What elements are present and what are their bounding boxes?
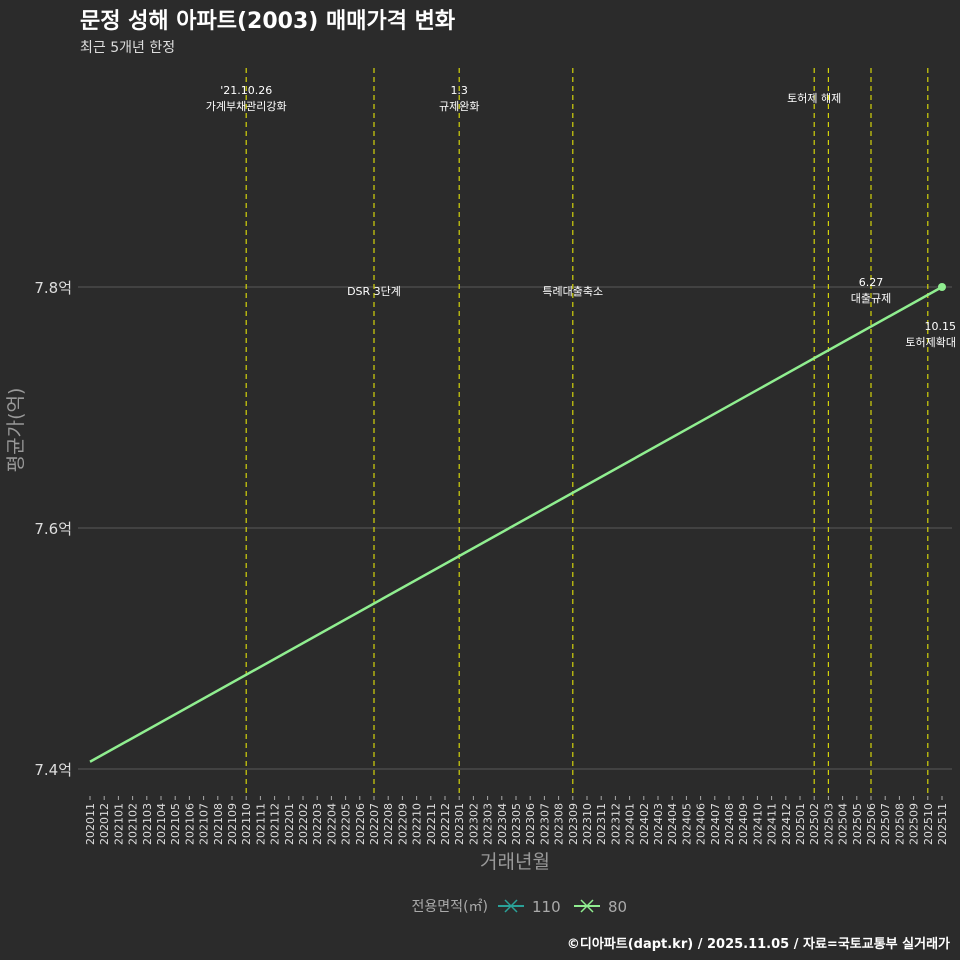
x-tick-label: 202510 (922, 803, 935, 845)
event-label: 1.3 (450, 84, 468, 97)
x-tick-label: 202210 (411, 803, 424, 845)
event-label: 10.15 (925, 320, 957, 333)
event-label: 토허제 해제 (787, 91, 841, 105)
x-tick-label: 202212 (439, 803, 452, 845)
x-tick-label: 202503 (822, 803, 835, 845)
x-tick-label: 202310 (581, 803, 594, 845)
x-tick-label: 202306 (524, 803, 537, 845)
x-tick-label: 202507 (879, 803, 892, 845)
x-tick-label: 202311 (595, 803, 608, 845)
x-tick-label: 202112 (269, 803, 282, 845)
event-label: 가계부채관리강화 (206, 100, 287, 113)
x-tick-label: 202209 (396, 803, 409, 845)
chart-subtitle: 최근 5개년 한정 (80, 40, 175, 56)
x-tick-label: 202309 (567, 803, 580, 845)
x-tick-label: 202106 (183, 803, 196, 845)
event-label: 특례대출축소 (542, 285, 603, 298)
x-tick-label: 202410 (751, 803, 764, 845)
legend-key-cross-icon (504, 899, 518, 913)
y-axis-title: 평균가(억) (5, 388, 27, 473)
series-line-80 (89, 285, 943, 763)
x-tick-label: 202401 (624, 803, 637, 845)
x-tick-label: 202012 (98, 803, 111, 845)
x-tick-label: 202408 (723, 803, 736, 845)
x-tick-label: 202505 (851, 803, 864, 845)
x-tick-label: 202411 (766, 803, 779, 845)
x-tick-label: 202409 (737, 803, 750, 845)
x-tick-label: 202304 (496, 803, 509, 845)
y-tick-label: 7.4억 (34, 761, 72, 779)
x-tick-label: 202111 (254, 803, 267, 845)
x-tick-label: 202305 (510, 803, 523, 845)
x-tick-label: 202208 (382, 803, 395, 845)
x-tick-label: 202405 (680, 803, 693, 845)
x-axis-title: 거래년월 (480, 851, 550, 873)
x-tick-label: 202301 (453, 803, 466, 845)
x-tick-label: 202211 (425, 803, 438, 845)
x-tick-label: 202412 (780, 803, 793, 845)
x-tick-label: 202101 (112, 803, 125, 845)
x-tick-label: 202406 (695, 803, 708, 845)
x-tick-label: 202207 (368, 803, 381, 845)
y-tick-label: 7.6억 (34, 520, 72, 538)
legend-title: 전용면적(㎡) (412, 899, 488, 915)
legend-label: 80 (608, 898, 627, 916)
x-tick-label: 202108 (212, 803, 225, 845)
x-tick-label: 202011 (84, 803, 97, 845)
legend-key-cross-icon (580, 899, 594, 913)
x-tick-label: 202204 (325, 803, 338, 845)
x-tick-label: 202307 (538, 803, 551, 845)
x-tick-label: 202206 (354, 803, 367, 845)
x-tick-label: 202107 (198, 803, 211, 845)
x-tick-label: 202203 (311, 803, 324, 845)
x-tick-label: 202511 (936, 803, 949, 845)
event-label: 토허제확대 (905, 336, 956, 349)
y-tick-label: 7.8억 (34, 279, 72, 297)
x-tick-label: 202109 (226, 803, 239, 845)
event-label: 대출규제 (851, 292, 891, 305)
x-tick-label: 202102 (127, 803, 140, 845)
x-tick-label: 202506 (865, 803, 878, 845)
x-tick-label: 202308 (553, 803, 566, 845)
x-tick-label: 202302 (467, 803, 480, 845)
x-tick-label: 202504 (837, 803, 850, 845)
x-tick-label: 202501 (794, 803, 807, 845)
x-tick-label: 202110 (240, 803, 253, 845)
x-tick-label: 202502 (808, 803, 821, 845)
x-tick-label: 202312 (609, 803, 622, 845)
x-tick-label: 202104 (155, 803, 168, 845)
x-tick-label: 202103 (141, 803, 154, 845)
x-tick-label: 202403 (652, 803, 665, 845)
legend-label: 110 (532, 898, 561, 916)
event-label: '21.10.26 (220, 84, 272, 97)
x-tick-label: 202508 (893, 803, 906, 845)
x-tick-label: 202105 (169, 803, 182, 845)
x-tick-label: 202407 (709, 803, 722, 845)
x-tick-label: 202205 (340, 803, 353, 845)
event-label: 6.27 (859, 276, 884, 289)
x-tick-label: 202202 (297, 803, 310, 845)
x-tick-label: 202201 (283, 803, 296, 845)
x-tick-label: 202402 (638, 803, 651, 845)
x-tick-label: 202303 (482, 803, 495, 845)
event-label: 규제완화 (439, 100, 479, 113)
x-tick-label: 202509 (908, 803, 921, 845)
x-tick-label: 202404 (666, 803, 679, 845)
caption: ©디아파트(dapt.kr) / 2025.11.05 / 자료=국토교통부 실… (567, 936, 950, 952)
data-point (938, 283, 946, 291)
event-label: DSR 3단계 (347, 285, 401, 298)
chart-title: 문정 성해 아파트(2003) 매매가격 변화 (80, 9, 455, 34)
